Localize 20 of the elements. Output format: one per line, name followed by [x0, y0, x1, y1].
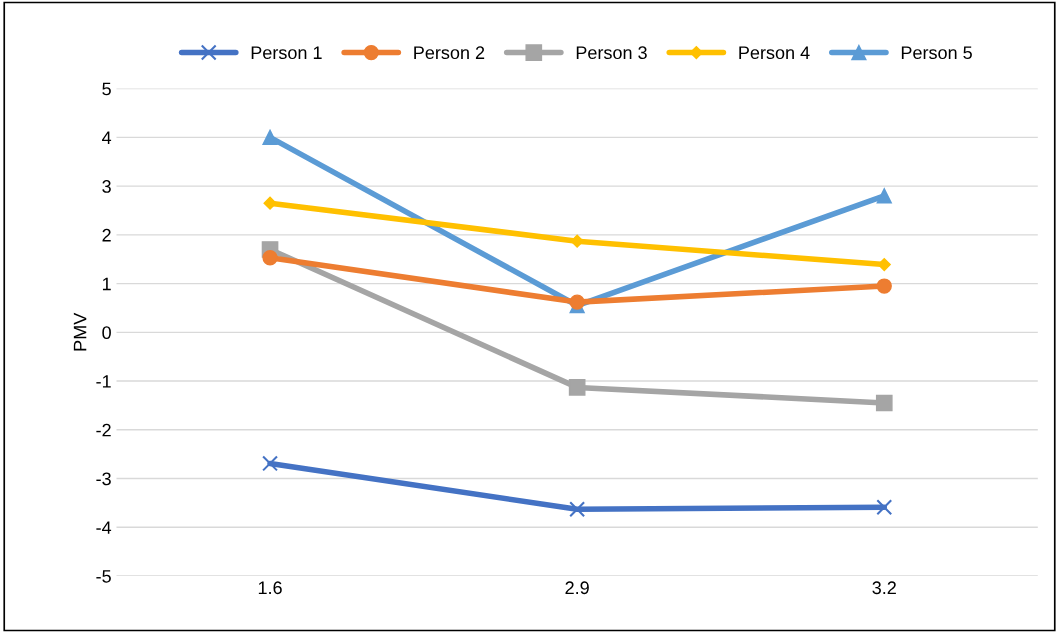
y-tick-label: 2 — [102, 228, 111, 242]
legend-label: Person 4 — [739, 46, 810, 60]
y-tick-label: -4 — [96, 521, 112, 534]
y-tick-label: 0 — [102, 326, 111, 340]
y-tick-label: -1 — [96, 375, 111, 388]
y-tick-label: 1 — [102, 277, 111, 291]
x-tick-label: 2.9 — [565, 581, 589, 595]
x-tick-label: 3.2 — [872, 581, 896, 595]
y-tick-label: 3 — [102, 180, 111, 193]
y-axis-title: PMV — [73, 312, 87, 351]
legend-label: Person 5 — [901, 46, 972, 60]
y-tick-label: 4 — [102, 131, 112, 144]
y-tick-label: -5 — [96, 570, 111, 583]
y-tick-label: 5 — [102, 82, 111, 96]
legend-label: Person 3 — [576, 46, 647, 60]
y-tick-label: -3 — [96, 472, 111, 486]
y-tick-label: -2 — [96, 423, 111, 437]
legend-label: Person 1 — [251, 46, 322, 60]
x-tick-label: 1.6 — [258, 581, 282, 595]
legend-label: Person 2 — [414, 46, 485, 60]
